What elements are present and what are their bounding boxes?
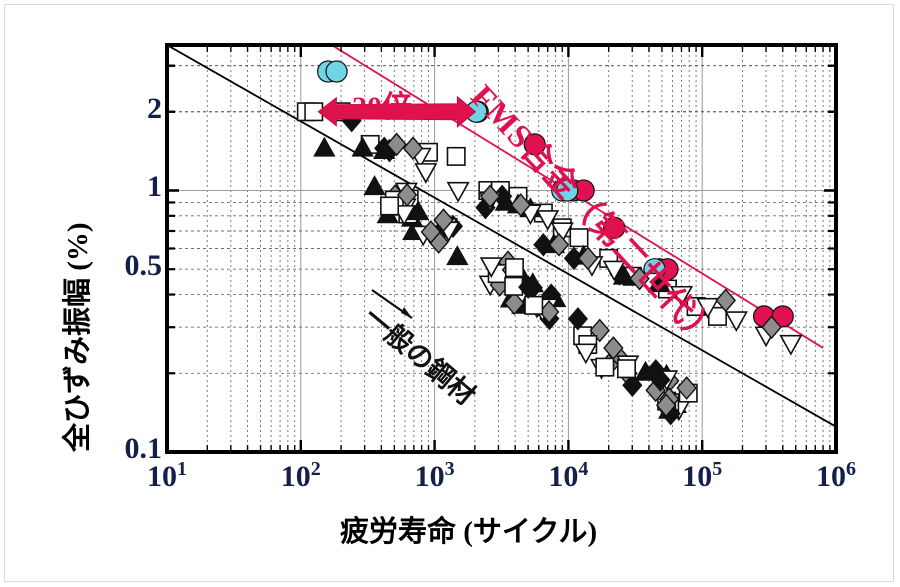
data-point xyxy=(446,146,466,166)
data-point xyxy=(380,196,400,216)
data-point xyxy=(523,133,546,156)
data-point xyxy=(724,311,748,333)
x-tick-exponent: 3 xyxy=(444,458,455,480)
x-tick-label: 101 xyxy=(127,458,207,494)
data-point xyxy=(676,376,697,400)
data-point xyxy=(524,295,544,315)
data-point xyxy=(569,228,589,248)
data-point xyxy=(518,275,539,299)
double-arrow xyxy=(317,95,477,128)
data-layer xyxy=(167,45,836,428)
figure-border xyxy=(4,4,894,582)
x-axis-title: 疲労寿命 (サイクル) xyxy=(340,516,598,548)
data-point xyxy=(351,136,374,157)
data-point xyxy=(655,393,677,418)
data-point xyxy=(548,232,570,257)
data-point xyxy=(603,336,624,360)
data-point xyxy=(696,297,720,319)
data-point xyxy=(479,184,501,209)
x-tick-base: 10 xyxy=(147,460,177,493)
data-point xyxy=(616,359,636,379)
x-tick-exponent: 4 xyxy=(578,458,589,480)
data-point xyxy=(494,190,517,211)
data-point xyxy=(650,368,671,392)
data-point xyxy=(602,260,626,282)
data-point xyxy=(433,208,454,232)
x-tick-base: 10 xyxy=(548,460,579,493)
data-point xyxy=(669,285,694,307)
x-tick-label: 102 xyxy=(261,458,341,494)
data-point xyxy=(373,139,396,160)
series-6 xyxy=(386,132,782,340)
data-point xyxy=(504,291,525,316)
trendline-general-steel-trend xyxy=(167,45,836,428)
data-point xyxy=(446,181,470,203)
data-point xyxy=(402,136,424,161)
annotation-arrow-20x xyxy=(317,95,477,128)
data-point xyxy=(622,373,643,398)
data-point xyxy=(577,246,599,271)
data-point xyxy=(313,136,336,157)
data-point xyxy=(589,318,610,343)
x-tick-base: 10 xyxy=(816,460,846,493)
data-point xyxy=(386,132,407,157)
x-tick-base: 10 xyxy=(280,460,311,493)
data-point xyxy=(567,307,589,331)
x-tick-label: 103 xyxy=(395,458,475,494)
x-tick-exponent: 1 xyxy=(177,458,187,480)
data-point xyxy=(556,179,579,202)
data-point xyxy=(612,264,636,285)
data-point xyxy=(550,222,574,244)
data-point xyxy=(510,193,531,217)
data-point xyxy=(634,360,657,381)
x-tick-exponent: 5 xyxy=(712,458,723,480)
x-tick-base: 10 xyxy=(414,460,445,493)
data-point xyxy=(325,60,348,83)
data-point xyxy=(363,175,386,196)
data-point xyxy=(595,357,615,377)
data-point xyxy=(414,163,438,184)
data-point xyxy=(536,210,560,231)
series-cluster-extra xyxy=(363,175,698,426)
x-tick-label: 105 xyxy=(662,458,742,494)
y-tick-label: 0.1 xyxy=(124,432,163,465)
data-point xyxy=(779,334,803,356)
leader-arrowhead xyxy=(401,307,412,318)
data-point xyxy=(479,257,503,278)
data-point xyxy=(629,266,650,291)
x-tick-exponent: 2 xyxy=(310,458,321,480)
annotation-leader-line xyxy=(371,289,413,319)
y-tick-label: 1 xyxy=(147,170,162,204)
x-tick-label: 104 xyxy=(528,458,608,494)
y-tick-label: 0.5 xyxy=(124,249,163,283)
y-tick-label: 2 xyxy=(147,91,162,125)
data-point xyxy=(574,343,598,365)
data-point xyxy=(446,245,469,266)
x-tick-exponent: 6 xyxy=(846,458,856,480)
data-point xyxy=(407,200,430,221)
annotation-20x: 20倍 xyxy=(352,91,412,124)
series-1 xyxy=(316,60,666,281)
axis-layer xyxy=(165,43,838,454)
data-point xyxy=(761,315,782,340)
x-tick-base: 10 xyxy=(682,460,713,493)
data-point xyxy=(420,220,442,244)
data-point xyxy=(392,205,416,226)
x-tick-label: 106 xyxy=(796,458,876,494)
data-point xyxy=(715,288,736,313)
data-point xyxy=(603,216,626,239)
data-point xyxy=(504,258,524,278)
